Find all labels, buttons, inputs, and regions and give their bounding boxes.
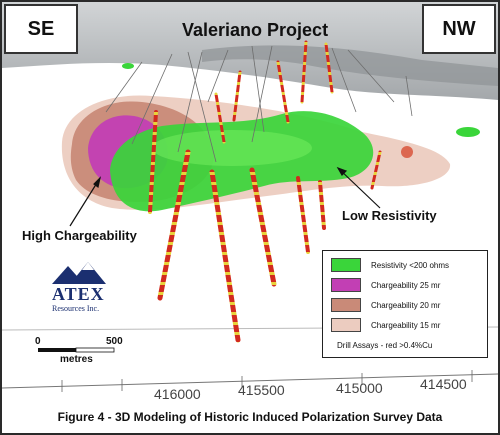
atex-logo-mark	[52, 262, 106, 284]
figure-caption: Figure 4 - 3D Modeling of Historic Induc…	[57, 410, 443, 424]
grid-baseline	[2, 373, 498, 389]
legend-item: Chargeability 15 mr	[331, 317, 440, 333]
drill-traces	[105, 45, 413, 163]
drill-hole	[209, 169, 241, 343]
legend-swatch-resistivity	[331, 258, 361, 272]
drill-hole	[157, 149, 191, 301]
legend-item: Chargeability 25 mr	[331, 277, 440, 293]
nw-corner-label: NW	[422, 4, 496, 54]
scale-bar-white	[75, 347, 115, 353]
legend-swatch-charge25	[331, 278, 361, 292]
low-resistivity-label: Low Resistivity	[342, 208, 437, 223]
grid-coord-label: 416000	[154, 386, 201, 402]
drill-hole	[232, 70, 242, 122]
scale-bar-end: 500	[106, 336, 123, 347]
scale-bar-unit: metres	[60, 354, 93, 365]
legend: Resistivity <200 ohms Chargeability 25 m…	[322, 250, 488, 358]
arrow-head	[93, 176, 102, 189]
legend-swatch-charge20	[331, 298, 361, 312]
legend-label: Chargeability 25 mr	[371, 280, 441, 290]
logo-mountain	[70, 262, 106, 284]
resistivity-patch	[122, 63, 134, 69]
grid-ticks	[61, 370, 473, 392]
drill-holes	[148, 40, 382, 343]
drill-hole	[300, 40, 308, 104]
drill-hole	[148, 110, 158, 214]
scale-bar-black	[38, 348, 76, 352]
drill-hole	[318, 180, 326, 230]
scale-bar-start: 0	[35, 336, 41, 347]
high-chargeability-pointer	[69, 177, 101, 227]
legend-label: Chargeability 15 mr	[371, 320, 441, 330]
resistivity-highlight	[152, 130, 312, 166]
terrain-band	[202, 45, 498, 86]
drill-hole	[276, 60, 290, 124]
low-resistivity-pointer	[337, 167, 381, 209]
legend-swatch-charge15	[331, 318, 361, 332]
se-corner-label: SE	[4, 4, 78, 54]
atex-logo-name: ATEX	[52, 284, 105, 304]
drill-hole	[214, 92, 226, 144]
grid-coord-label: 415500	[238, 382, 285, 398]
legend-label: Chargeability 20 mr	[371, 300, 441, 310]
grid-coord-label: 414500	[420, 376, 467, 392]
high-chargeability-label: High Chargeability	[22, 228, 137, 243]
legend-note: Drill Assays - red >0.4%Cu	[337, 341, 433, 350]
legend-label: Resistivity <200 ohms	[371, 260, 450, 270]
arrow-head	[336, 166, 348, 176]
chargeability-spot	[401, 146, 413, 158]
callout-arrows	[69, 166, 381, 227]
project-title: Valeriano Project	[182, 20, 329, 40]
grid-coord-label: 415000	[336, 380, 383, 396]
legend-item: Resistivity <200 ohms	[331, 257, 449, 273]
logo-mountain-cap	[82, 262, 94, 270]
drill-hole	[324, 42, 334, 94]
scale-bar	[38, 347, 115, 353]
drill-hole	[370, 150, 382, 190]
drill-hole	[249, 167, 277, 287]
legend-item: Chargeability 20 mr	[331, 297, 440, 313]
drill-hole	[296, 176, 310, 254]
atex-logo-subtitle: Resources Inc.	[52, 304, 100, 313]
resistivity-patch	[456, 127, 480, 137]
model-scene	[2, 2, 498, 392]
